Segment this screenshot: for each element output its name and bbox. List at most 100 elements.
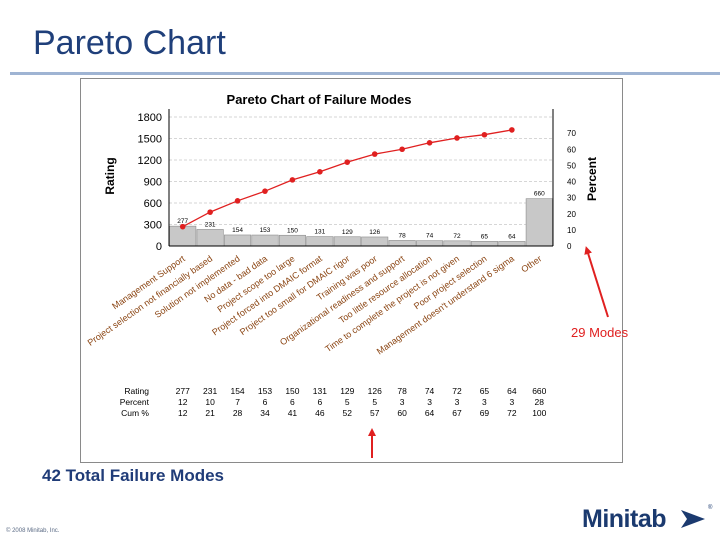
table-cell: 660	[532, 386, 546, 396]
y2-tick-label: 30	[567, 194, 576, 203]
y2-tick-label: 10	[567, 226, 576, 235]
y2-tick-label: 60	[567, 145, 576, 154]
table-cell: 72	[452, 386, 462, 396]
bar	[498, 241, 526, 247]
table-cell: 5	[372, 397, 377, 407]
table-cell: 69	[480, 408, 490, 418]
table-cell: 6	[263, 397, 268, 407]
chart-panel: Pareto Chart of Failure Modes Rating Per…	[80, 78, 623, 463]
bar	[224, 234, 252, 247]
table-cell: 21	[205, 408, 215, 418]
bar-value-label: 78	[399, 232, 407, 239]
table-cell: 3	[400, 397, 405, 407]
registered-mark: ®	[708, 505, 713, 511]
bar-value-label: 150	[287, 227, 298, 234]
y-tick-label: 900	[144, 177, 162, 189]
table-cell: 46	[315, 408, 325, 418]
table-cell: 28	[233, 408, 243, 418]
bar-value-label: 277	[177, 218, 188, 225]
table-row-label: Rating	[124, 386, 149, 396]
minitab-logo-text: Minitab	[582, 505, 667, 533]
pareto-chart: Pareto Chart of Failure Modes Rating Per…	[86, 92, 599, 418]
cumulative-point	[371, 151, 378, 157]
y2-tick-label: 50	[567, 161, 576, 170]
table-cell: 64	[507, 386, 517, 396]
bar	[470, 241, 498, 247]
cumulative-point	[179, 223, 186, 230]
table-cell: 65	[480, 386, 490, 396]
table-row-label: Cum %	[121, 408, 149, 418]
table-cell: 3	[427, 397, 432, 407]
bar	[278, 234, 306, 247]
table-cell: 126	[368, 386, 382, 396]
bar	[416, 240, 444, 247]
table-cell: 3	[509, 397, 514, 407]
table-cell: 10	[205, 397, 215, 407]
copyright-footer: © 2008 Minitab, Inc.	[6, 528, 60, 534]
bar	[196, 229, 224, 247]
bar-value-label: 153	[260, 227, 271, 234]
y-tick-label: 1200	[138, 155, 162, 167]
cumulative-point	[207, 209, 213, 215]
table-cell: 72	[507, 408, 517, 418]
table-cell: 129	[340, 386, 354, 396]
bar-value-label: 126	[369, 229, 380, 236]
bar-value-label: 660	[534, 191, 545, 198]
table-cell: 74	[425, 386, 435, 396]
bar	[525, 198, 553, 247]
table-cell: 277	[176, 386, 190, 396]
table-cell: 6	[290, 397, 295, 407]
table-cell: 57	[370, 408, 380, 418]
bar-value-label: 154	[232, 227, 243, 234]
table-cell: 28	[535, 397, 545, 407]
table-cell: 154	[230, 386, 244, 396]
table-cell: 153	[258, 386, 272, 396]
category-label: Other	[519, 253, 543, 274]
bar	[251, 234, 279, 247]
y-axis-label: Rating	[103, 157, 117, 194]
table-cell: 64	[425, 408, 435, 418]
cumulative-point	[262, 188, 268, 194]
table-cell: 60	[397, 408, 407, 418]
bar-value-label: 131	[314, 229, 325, 236]
cumulative-point	[426, 140, 433, 146]
cumulative-point	[344, 159, 351, 165]
bar-value-label: 74	[426, 233, 434, 240]
table-cell: 3	[455, 397, 460, 407]
y-tick-label: 0	[156, 241, 162, 253]
bar-value-label: 65	[481, 233, 489, 240]
table-cell: 78	[397, 386, 407, 396]
cumulative-point	[234, 198, 241, 204]
table-cell: 150	[285, 386, 299, 396]
table-cell: 6	[317, 397, 322, 407]
table-cell: 67	[452, 408, 462, 418]
title-divider	[10, 72, 720, 75]
table-cell: 34	[260, 408, 270, 418]
minitab-arrow-icon	[681, 510, 705, 528]
y-tick-label: 300	[144, 220, 162, 232]
table-cell: 131	[313, 386, 327, 396]
table-cell: 231	[203, 386, 217, 396]
table-cell: 12	[178, 397, 188, 407]
bar-value-label: 231	[205, 221, 216, 228]
table-cell: 100	[532, 408, 546, 418]
table-cell: 3	[482, 397, 487, 407]
y-tick-label: 1500	[138, 134, 162, 146]
slide-title: Pareto Chart	[33, 24, 226, 62]
cumulative-point	[481, 131, 488, 138]
table-cell: 7	[235, 397, 240, 407]
bar-value-label: 129	[342, 229, 353, 236]
y2-tick-label: 0	[567, 242, 572, 251]
y2-axis-label: Percent	[585, 157, 599, 201]
cumulative-point	[399, 146, 405, 153]
bar	[443, 240, 471, 247]
y2-tick-label: 70	[567, 129, 576, 138]
cumulative-point	[317, 169, 323, 175]
table-cell: 52	[343, 408, 353, 418]
bar	[333, 236, 361, 247]
bar	[388, 240, 416, 247]
table-cell: 41	[288, 408, 298, 418]
bar-value-label: 72	[453, 233, 461, 240]
cumulative-point	[289, 177, 296, 183]
table-cell: 5	[345, 397, 350, 407]
